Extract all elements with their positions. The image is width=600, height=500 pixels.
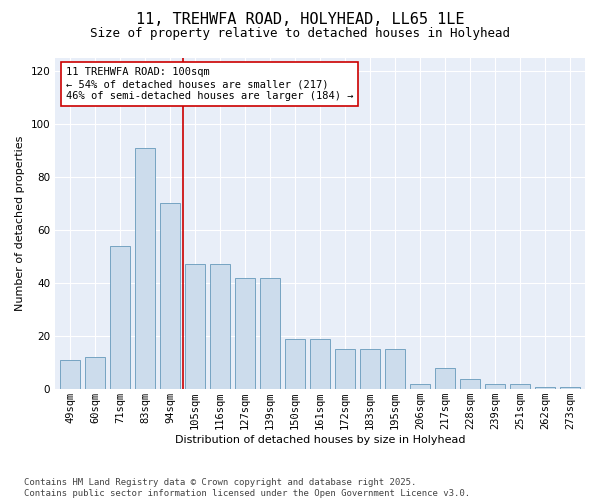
Bar <box>160 204 180 389</box>
Bar <box>410 384 430 389</box>
Bar <box>110 246 130 389</box>
Bar <box>85 358 105 389</box>
Bar <box>510 384 530 389</box>
Y-axis label: Number of detached properties: Number of detached properties <box>15 136 25 311</box>
Bar <box>210 264 230 389</box>
Text: 11 TREHWFA ROAD: 100sqm
← 54% of detached houses are smaller (217)
46% of semi-d: 11 TREHWFA ROAD: 100sqm ← 54% of detache… <box>66 68 353 100</box>
Bar <box>235 278 255 389</box>
Bar <box>560 386 580 389</box>
Bar <box>135 148 155 389</box>
Bar <box>360 350 380 389</box>
Bar <box>460 378 480 389</box>
Text: 11, TREHWFA ROAD, HOLYHEAD, LL65 1LE: 11, TREHWFA ROAD, HOLYHEAD, LL65 1LE <box>136 12 464 28</box>
Bar <box>185 264 205 389</box>
Bar <box>260 278 280 389</box>
Text: Contains HM Land Registry data © Crown copyright and database right 2025.
Contai: Contains HM Land Registry data © Crown c… <box>24 478 470 498</box>
Bar <box>485 384 505 389</box>
Bar <box>435 368 455 389</box>
X-axis label: Distribution of detached houses by size in Holyhead: Distribution of detached houses by size … <box>175 435 466 445</box>
Bar <box>335 350 355 389</box>
Bar <box>285 339 305 389</box>
Bar <box>310 339 330 389</box>
Bar <box>60 360 80 389</box>
Text: Size of property relative to detached houses in Holyhead: Size of property relative to detached ho… <box>90 28 510 40</box>
Bar <box>535 386 555 389</box>
Bar <box>385 350 405 389</box>
